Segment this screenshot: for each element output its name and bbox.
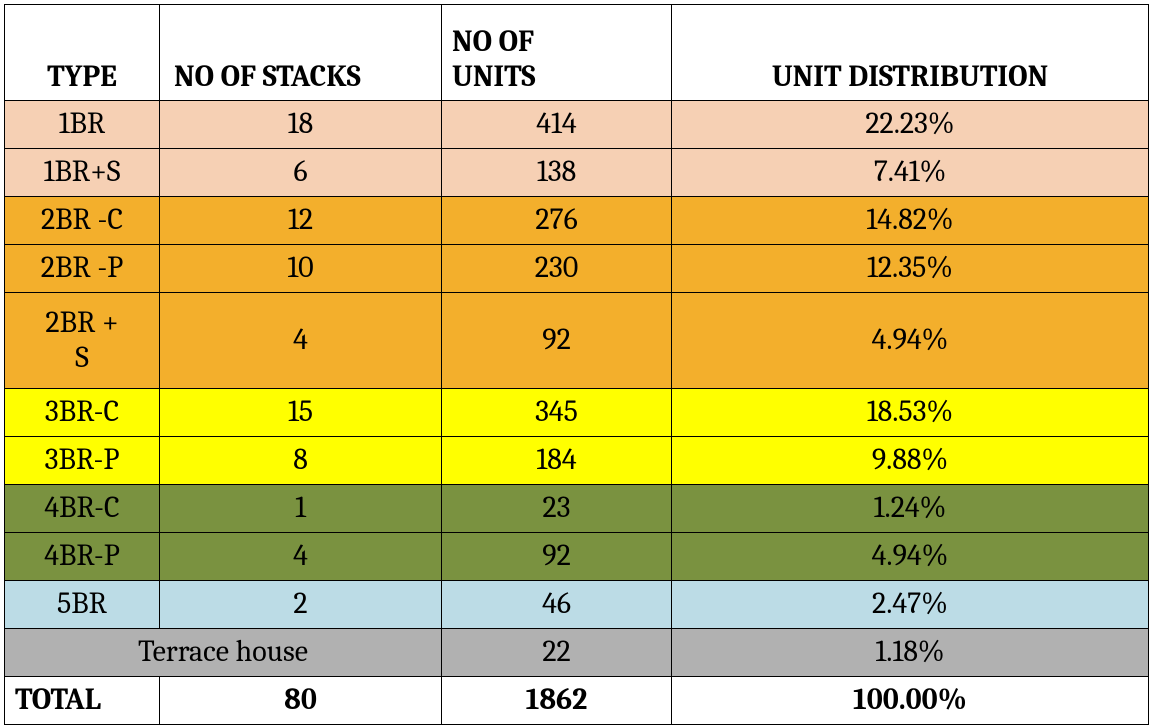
- cell-units: 138: [442, 149, 672, 197]
- cell-stacks: 6: [160, 149, 442, 197]
- table-row: 2BR +S4924.94%: [5, 293, 1149, 389]
- cell-units: 184: [442, 437, 672, 485]
- cell-units: 345: [442, 389, 672, 437]
- col-header-dist: UNIT DISTRIBUTION: [672, 5, 1149, 101]
- table-row: 4BR-C1231.24%: [5, 485, 1149, 533]
- unit-distribution-table: TYPE NO OF STACKS NO OFUNITS UNIT DISTRI…: [4, 4, 1149, 725]
- cell-stacks: 4: [160, 293, 442, 389]
- cell-units: 230: [442, 245, 672, 293]
- table-row: 1BR1841422.23%: [5, 101, 1149, 149]
- cell-dist: 7.41%: [672, 149, 1149, 197]
- table-row: 1BR+S61387.41%: [5, 149, 1149, 197]
- cell-stacks: 2: [160, 581, 442, 629]
- cell-units: 276: [442, 197, 672, 245]
- cell-total-dist: 100.00%: [672, 677, 1149, 725]
- cell-terrace-label: Terrace house: [5, 629, 442, 677]
- cell-dist: 12.35%: [672, 245, 1149, 293]
- total-row: TOTAL801862100.00%: [5, 677, 1149, 725]
- cell-dist: 4.94%: [672, 533, 1149, 581]
- cell-dist: 9.88%: [672, 437, 1149, 485]
- terrace-row: Terrace house221.18%: [5, 629, 1149, 677]
- cell-total-units: 1862: [442, 677, 672, 725]
- table-row: 3BR-C1534518.53%: [5, 389, 1149, 437]
- cell-stacks: 18: [160, 101, 442, 149]
- cell-dist: 1.24%: [672, 485, 1149, 533]
- cell-type: 1BR: [5, 101, 160, 149]
- cell-type: 5BR: [5, 581, 160, 629]
- cell-type: 4BR-C: [5, 485, 160, 533]
- cell-units: 23: [442, 485, 672, 533]
- cell-total-stacks: 80: [160, 677, 442, 725]
- cell-stacks: 8: [160, 437, 442, 485]
- table-row: 2BR -C1227614.82%: [5, 197, 1149, 245]
- table-row: 2BR -P1023012.35%: [5, 245, 1149, 293]
- col-header-stacks: NO OF STACKS: [160, 5, 442, 101]
- cell-dist: 22.23%: [672, 101, 1149, 149]
- col-header-units: NO OFUNITS: [442, 5, 672, 101]
- cell-type: 3BR-C: [5, 389, 160, 437]
- table-row: 4BR-P4924.94%: [5, 533, 1149, 581]
- cell-dist: 14.82%: [672, 197, 1149, 245]
- table-row: 3BR-P81849.88%: [5, 437, 1149, 485]
- cell-dist: 1.18%: [672, 629, 1149, 677]
- cell-units: 22: [442, 629, 672, 677]
- cell-type: 2BR -C: [5, 197, 160, 245]
- cell-type: 2BR +S: [5, 293, 160, 389]
- cell-type: 4BR-P: [5, 533, 160, 581]
- cell-type: 2BR -P: [5, 245, 160, 293]
- cell-units: 414: [442, 101, 672, 149]
- cell-dist: 18.53%: [672, 389, 1149, 437]
- cell-units: 46: [442, 581, 672, 629]
- header-row: TYPE NO OF STACKS NO OFUNITS UNIT DISTRI…: [5, 5, 1149, 101]
- cell-stacks: 4: [160, 533, 442, 581]
- cell-dist: 4.94%: [672, 293, 1149, 389]
- cell-type: 1BR+S: [5, 149, 160, 197]
- cell-type: 3BR-P: [5, 437, 160, 485]
- table-row: 5BR2462.47%: [5, 581, 1149, 629]
- cell-stacks: 1: [160, 485, 442, 533]
- cell-stacks: 15: [160, 389, 442, 437]
- cell-stacks: 12: [160, 197, 442, 245]
- cell-stacks: 10: [160, 245, 442, 293]
- cell-units: 92: [442, 293, 672, 389]
- col-header-type: TYPE: [5, 5, 160, 101]
- cell-dist: 2.47%: [672, 581, 1149, 629]
- cell-total-label: TOTAL: [5, 677, 160, 725]
- cell-units: 92: [442, 533, 672, 581]
